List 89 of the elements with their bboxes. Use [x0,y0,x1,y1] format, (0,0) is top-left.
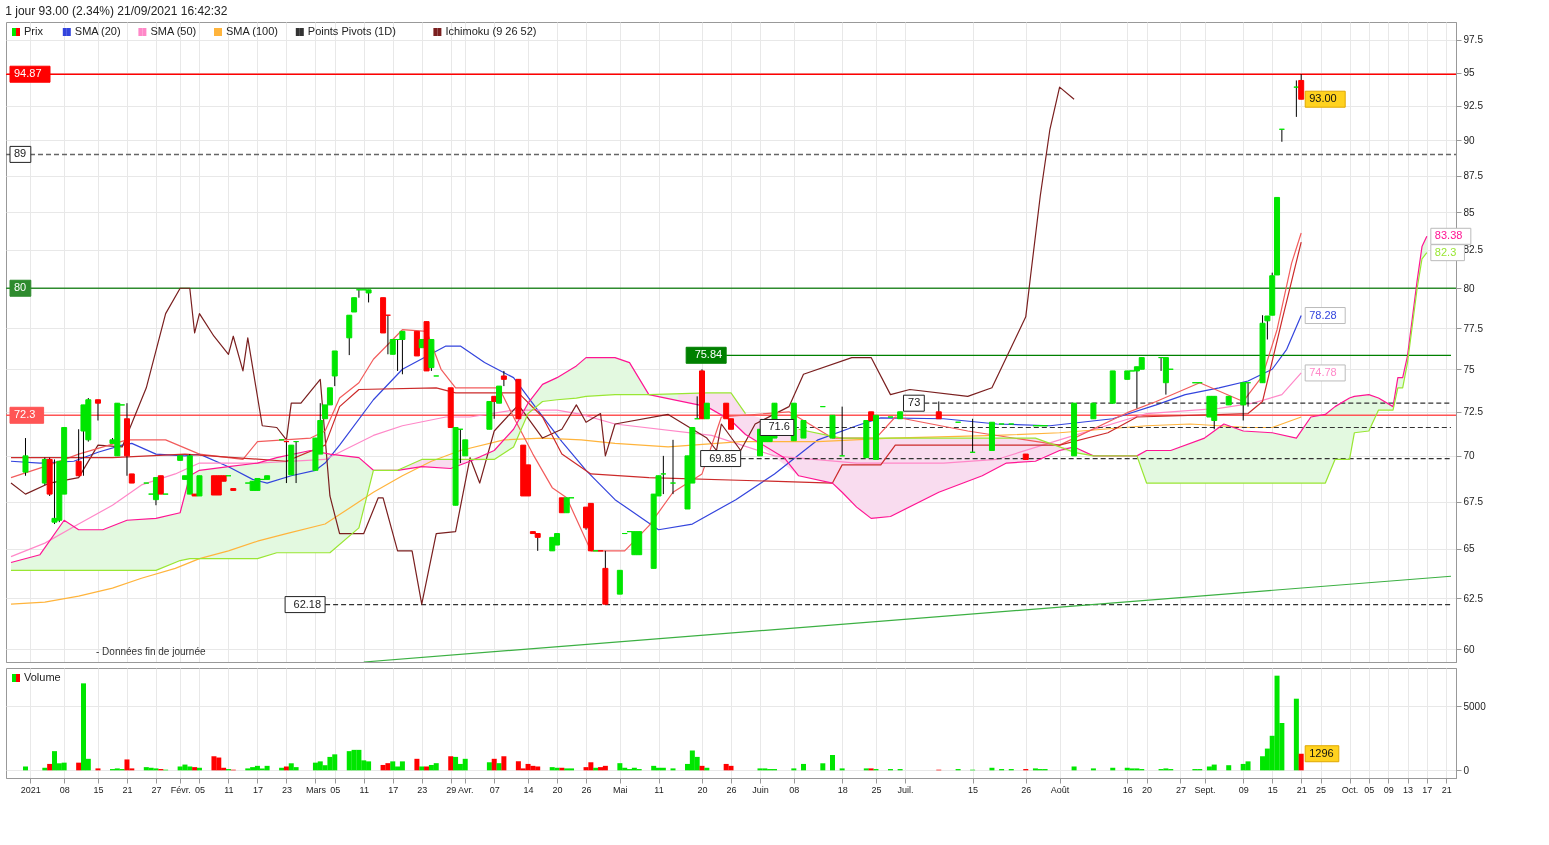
x-tick-label: 27 [1175,784,1186,795]
annotation: 93.00 [1309,92,1337,105]
x-tick-label: 21 [122,784,133,795]
y-tick-label: 65 [1463,543,1476,555]
y-tick-label: 72.5 [1463,406,1484,418]
legend-label: SMA (50) [150,25,197,37]
data-label: 71.6 [768,420,790,433]
x-tick-label: 15 [968,784,979,795]
x-tick-label: 29 [446,784,457,795]
x-tick-label: 18 [837,784,848,795]
x-tick-label: 15 [93,784,104,795]
chart-title: 1 jour 93.00 (2.34%) 21/09/2021 16:42:32 [5,4,228,18]
x-tick-label: 25 [1316,784,1327,795]
y-tick-label: 0 [1463,764,1470,776]
x-tick-label: Avr. [458,784,474,795]
x-tick-label: 17 [388,784,399,795]
x-tick-label: 11 [224,784,234,795]
x-tick-label: 17 [1422,784,1433,795]
data-label: 74.78 [1309,365,1337,378]
y-tick-label: 62.5 [1463,592,1484,604]
y-tick-label: 80 [1463,282,1476,294]
x-tick-label: 13 [1403,784,1414,795]
x-tick-label: Sept. [1194,784,1216,795]
data-label: 83.38 [1434,229,1463,242]
x-tick-label: 05 [330,784,341,795]
legend-label: Prix [24,25,44,37]
x-tick-label: 11 [359,784,369,795]
ref-line-label: 80 [14,281,27,294]
y-tick-label: 75 [1463,363,1476,375]
x-tick-label: 16 [1122,784,1133,795]
annotation: 1296 [1309,746,1334,759]
x-tick-label: 21 [1296,784,1307,795]
x-tick-label: 14 [523,784,534,795]
x-tick-label: 26 [581,784,592,795]
x-tick-label: Mars [305,784,327,795]
legend-label: Ichimoku (9 26 52) [445,25,537,37]
x-tick-label: 25 [871,784,882,795]
y-tick-label: 87.5 [1463,170,1484,182]
x-tick-label: 05 [194,784,205,795]
x-tick-label: 09 [1383,784,1394,795]
legend-label: SMA (100) [226,25,278,37]
y-tick-label: 97.5 [1463,34,1484,46]
x-tick-label: Juil. [897,784,914,795]
data-label: 78.28 [1309,308,1337,321]
x-tick-label: 20 [1142,784,1153,795]
x-tick-label: 08 [789,784,800,795]
y-tick-label: 67.5 [1463,496,1484,508]
data-label: 62.18 [293,597,322,610]
y-tick-label: 82.5 [1463,244,1484,256]
x-tick-label: 27 [151,784,162,795]
x-tick-label: Août [1050,784,1070,795]
legend-label: Points Pivots (1D) [307,25,396,37]
x-tick-label: 15 [1267,784,1278,795]
x-tick-label: Févr. [170,784,191,795]
data-label: 73 [908,396,921,409]
x-tick-label: 26 [726,784,737,795]
x-tick-label: 05 [1364,784,1375,795]
y-tick-label: 60 [1463,643,1476,655]
x-tick-label: 21 [1441,784,1452,795]
x-tick-label: 2021 [20,784,41,795]
x-tick-label: Juin [752,784,769,795]
y-tick-label: 92.5 [1463,100,1484,112]
x-tick-label: 23 [281,784,292,795]
annotation: - Données fin de journée [96,646,206,657]
y-tick-label: 70 [1463,450,1476,462]
y-tick-label: 77.5 [1463,322,1484,334]
data-label: 75.84 [694,348,723,361]
x-tick-label: 23 [417,784,428,795]
ref-line-label: 72.3 [14,408,36,421]
y-tick-label: 90 [1463,134,1476,146]
x-tick-label: Mai [613,784,628,795]
data-label: 82.3 [1434,245,1457,258]
x-tick-label: 20 [552,784,563,795]
ref-line-label: 89 [14,147,27,160]
x-tick-label: 09 [1238,784,1249,795]
x-tick-label: Oct. [1341,784,1359,795]
legend-label: SMA (20) [74,25,121,37]
x-tick-label: 26 [1021,784,1032,795]
x-tick-label: 17 [252,784,263,795]
data-label: 69.85 [709,451,737,464]
x-tick-label: 08 [59,784,70,795]
legend-label: Volume [24,671,61,683]
y-tick-label: 85 [1463,206,1476,218]
y-tick-label: 5000 [1463,700,1487,712]
x-tick-label: 07 [489,784,500,795]
y-tick-label: 95 [1463,67,1476,79]
x-tick-label: 11 [654,784,664,795]
ref-line-label: 94.87 [14,67,42,80]
x-tick-label: 20 [697,784,708,795]
